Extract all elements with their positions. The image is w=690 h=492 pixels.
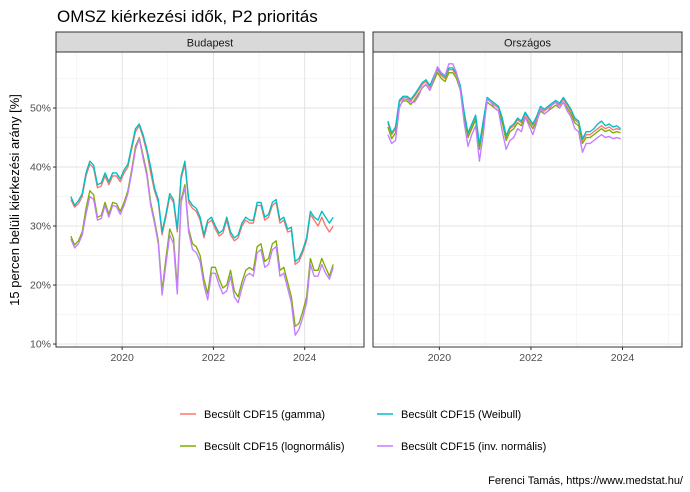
- x-tick-label: 2022: [202, 352, 226, 364]
- y-axis-label: 15 percen belüli kiérkezési arány [%]: [7, 94, 22, 306]
- series-line-3: [387, 63, 621, 162]
- panel-background: [56, 52, 364, 347]
- x-tick-label: 2022: [519, 352, 543, 364]
- legend-label: Becsült CDF15 (lognormális): [204, 441, 345, 453]
- y-tick-label: 30%: [30, 221, 51, 233]
- legend-label: Becsült CDF15 (inv. normális): [401, 441, 546, 453]
- legend-label: Becsült CDF15 (Weibull): [401, 409, 521, 421]
- panel-1: Országos 2020 2022 2024: [372, 31, 683, 364]
- legend-item: Becsült CDF15 (lognormális): [180, 441, 345, 453]
- series-line-2: [387, 67, 621, 146]
- x-tick-label: 2024: [611, 352, 635, 364]
- series-line-1: [70, 136, 334, 328]
- chart-title: OMSZ kiérkezési idők, P2 prioritás: [57, 7, 318, 26]
- panel-border: [372, 51, 683, 348]
- legend: Becsült CDF15 (gamma) Becsült CDF15 (logn…: [180, 409, 546, 453]
- major-grid: [373, 52, 682, 347]
- x-tick-label: 2024: [293, 352, 317, 364]
- x-tick-label: 2020: [110, 352, 134, 364]
- series-line-3: [70, 138, 334, 336]
- panel-0: Budapest 2020 2022 2024 10% 20% 30% 40% 50%: [30, 31, 365, 364]
- series-line-2: [70, 123, 334, 263]
- legend-item: Becsült CDF15 (gamma): [180, 409, 325, 421]
- y-tick-label: 10%: [30, 339, 51, 351]
- minor-grid: [56, 52, 364, 347]
- x-tick-label: 2020: [428, 352, 452, 364]
- y-tick-label: 50%: [30, 103, 51, 115]
- y-tick-label: 40%: [30, 162, 51, 174]
- legend-item: Becsült CDF15 (Weibull): [377, 409, 521, 421]
- legend-item: Becsült CDF15 (inv. normális): [377, 441, 546, 453]
- legend-label: Becsült CDF15 (gamma): [204, 409, 325, 421]
- caption: Ferenci Tamás, https://www.medstat.hu/: [488, 475, 684, 487]
- facet-label: Budapest: [187, 38, 233, 50]
- facet-label: Országos: [504, 38, 552, 50]
- panel-border: [55, 51, 365, 348]
- panel-background: [373, 52, 682, 347]
- y-tick-label: 20%: [30, 280, 51, 292]
- facet-panels: Budapest 2020 2022 2024 10% 20% 30% 40% 50% Orszá…: [30, 31, 683, 364]
- minor-grid: [373, 52, 682, 347]
